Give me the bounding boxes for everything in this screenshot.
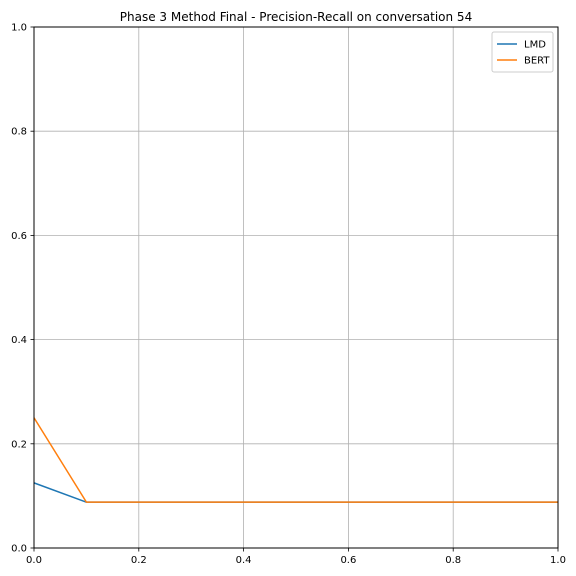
- grid-layer: [33, 26, 559, 549]
- axes-frame: [33, 26, 559, 549]
- legend-box: [491, 31, 554, 73]
- y-tick-label: 1.0: [11, 23, 27, 34]
- y-tick-label: 0.2: [11, 439, 27, 450]
- legend: LMD BERT: [491, 31, 554, 73]
- y-tick-label: 0.8: [11, 127, 27, 138]
- series-line-bert: [33, 417, 558, 503]
- series-layer: [33, 417, 558, 503]
- x-tick-label: 0.8: [445, 555, 461, 566]
- x-tick-label: 0.6: [340, 555, 356, 566]
- legend-label-bert: BERT: [524, 56, 550, 67]
- tick-layer: 0.0 0.2 0.4 0.6 0.8 1.0 0.0 0.2 0.4 0.6 0.8 1.0: [11, 23, 566, 567]
- y-tick-label: 0.0: [11, 544, 27, 555]
- x-tick-label: 1.0: [550, 555, 566, 566]
- x-tick-label: 0.2: [131, 555, 147, 566]
- x-tick-label: 0.4: [236, 555, 252, 566]
- y-tick-label: 0.4: [11, 335, 27, 346]
- y-tick-label: 0.6: [11, 231, 27, 242]
- legend-label-lmd: LMD: [524, 40, 546, 51]
- chart-title: Phase 3 Method Final - Precision-Recall …: [120, 10, 472, 24]
- series-line-lmd: [33, 482, 558, 503]
- x-tick-label: 0.0: [26, 555, 42, 566]
